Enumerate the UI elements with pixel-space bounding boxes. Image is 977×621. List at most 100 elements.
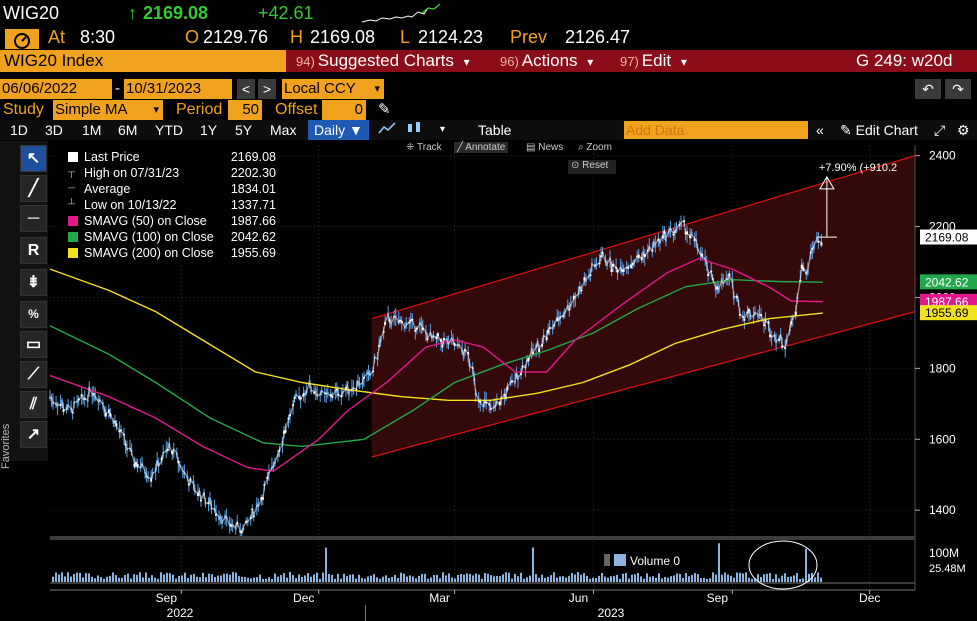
favorites-label[interactable]: Favorites	[0, 423, 12, 469]
price-candle	[124, 443, 127, 446]
tab-1d[interactable]: 1D	[10, 122, 28, 138]
prev-period-button[interactable]: <	[237, 79, 255, 99]
candle-chart-icon[interactable]	[405, 120, 423, 140]
price-candle	[160, 457, 163, 461]
actions-menu[interactable]: 96) Actions ▾	[500, 50, 593, 72]
volume-bar	[334, 578, 336, 582]
price-candle	[366, 372, 369, 374]
volume-bar	[166, 572, 168, 582]
price-candle	[701, 253, 704, 257]
next-period-button[interactable]: >	[258, 79, 276, 99]
study-value: Simple MA	[55, 101, 128, 118]
redo-icon[interactable]: ↷	[945, 79, 971, 99]
legend-row-sma100: SMAVG (100) on Close 2042.62	[58, 229, 282, 245]
currency-select[interactable]: Local CCY ▾	[282, 79, 384, 99]
annotate-button[interactable]: ╱ Annotate	[454, 142, 509, 153]
suggested-charts-menu[interactable]: 94) Suggested Charts ▾	[296, 50, 470, 72]
volume-bar	[220, 575, 222, 582]
volume-bar	[370, 575, 372, 582]
segment-tool-icon[interactable]: ⟋	[20, 361, 47, 388]
track-button[interactable]: ⁜ Track	[406, 142, 442, 153]
price-candle	[625, 267, 628, 269]
fibonacci-tool-icon[interactable]: ⇟	[20, 269, 47, 296]
table-button[interactable]: Table	[478, 122, 512, 138]
gear-icon[interactable]: ⚙	[957, 122, 970, 138]
price-candle	[166, 449, 169, 451]
draw-line-tool-icon[interactable]: ╱	[20, 175, 47, 202]
news-button[interactable]: ▤ News	[526, 142, 563, 153]
volume-bar	[709, 578, 711, 582]
tab-1y[interactable]: 1Y	[200, 122, 218, 138]
volume-bar	[736, 572, 738, 582]
legend-name: SMAVG (200) on Close	[84, 246, 214, 260]
price-candle	[372, 370, 375, 373]
price-candle	[249, 517, 252, 519]
undo-icon[interactable]: ↶	[915, 79, 941, 99]
add-data-input[interactable]: Add Data	[624, 121, 808, 139]
price-candle	[815, 237, 818, 239]
volume-bar	[178, 575, 180, 582]
tab-6m[interactable]: 6M	[118, 122, 138, 138]
ray-tool-icon[interactable]: ↗	[20, 421, 47, 448]
cursor-tool-icon[interactable]: ↖	[20, 145, 47, 172]
price-candle	[610, 268, 613, 272]
line-chart-icon[interactable]	[378, 120, 396, 140]
chart-legend: Last Price 2169.08 ┬ High on 07/31/23 22…	[58, 147, 282, 265]
price-candle	[213, 508, 216, 511]
pencil-icon[interactable]: ✎	[378, 101, 391, 118]
price-candle	[737, 300, 740, 302]
price-candle	[314, 389, 317, 393]
volume-bar	[739, 572, 741, 582]
zoom-button[interactable]: ⌕ Zoom	[578, 142, 612, 153]
year-label: 2023	[598, 606, 625, 620]
percent-tool-icon[interactable]: %	[20, 301, 47, 328]
price-candle	[609, 257, 612, 260]
volume-bar	[97, 575, 99, 582]
tab-max[interactable]: Max	[270, 122, 297, 138]
price-candle	[601, 252, 604, 254]
volume-bar	[577, 572, 579, 582]
price-candle	[446, 338, 449, 341]
collapse-icon[interactable]: «	[816, 122, 824, 138]
volume-bar	[142, 577, 144, 582]
price-candle	[616, 269, 619, 273]
regression-tool-icon[interactable]: R	[20, 237, 47, 264]
horizontal-line-tool-icon[interactable]: ─	[20, 205, 47, 232]
reset-button[interactable]: ⊙ Reset	[568, 160, 616, 174]
price-candle	[790, 321, 793, 325]
frequency-select[interactable]: Daily ▼	[308, 120, 369, 140]
volume-bar	[325, 547, 327, 582]
volume-bar	[520, 572, 522, 582]
tab-ytd[interactable]: YTD	[155, 122, 183, 138]
period-input[interactable]: 50	[228, 100, 262, 120]
price-candle	[595, 264, 598, 266]
rectangle-tool-icon[interactable]: ▭	[20, 331, 47, 358]
channel-tool-icon[interactable]: ⫽	[20, 391, 47, 418]
menu-number: 97)	[620, 54, 639, 69]
tab-3d[interactable]: 3D	[45, 122, 63, 138]
menu-label: Edit	[641, 51, 672, 70]
caret-down-icon: ▾	[153, 104, 159, 116]
edit-chart-button[interactable]: ✎ Edit Chart	[840, 120, 918, 140]
offset-input[interactable]: 0	[322, 100, 366, 120]
resize-icon[interactable]: ⤢	[934, 122, 946, 138]
price-candle	[495, 400, 498, 403]
tab-1m[interactable]: 1M	[82, 122, 102, 138]
y-tick-label: 2400	[929, 149, 956, 163]
study-select[interactable]: Simple MA ▾	[53, 100, 163, 120]
price-candle	[791, 318, 794, 320]
edit-menu[interactable]: 97) Edit ▾	[620, 50, 687, 72]
price-candle	[658, 242, 661, 244]
tab-5y[interactable]: 5Y	[235, 122, 253, 138]
volume-bar	[352, 574, 354, 582]
price-candle	[198, 491, 201, 494]
caret-down-icon[interactable]: ▾	[440, 124, 446, 135]
price-candle	[192, 480, 195, 484]
index-name-field[interactable]: WIG20 Index	[0, 50, 286, 72]
price-candle	[335, 388, 338, 391]
volume-bar	[502, 574, 504, 582]
end-date-input[interactable]: 10/31/2023	[124, 79, 232, 99]
price-candle	[572, 295, 575, 300]
start-date-input[interactable]: 06/06/2022	[0, 79, 112, 99]
price-candle	[717, 289, 720, 293]
